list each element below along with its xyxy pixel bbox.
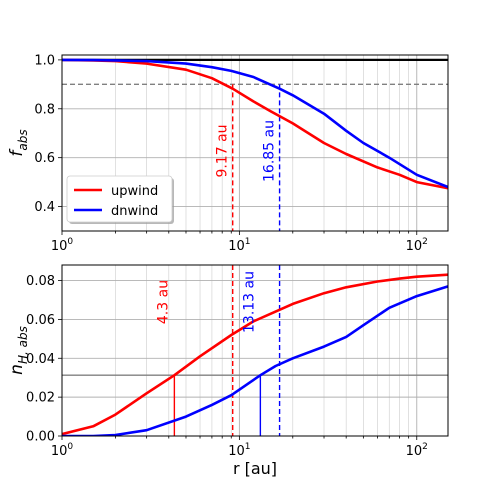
- x-tick-label: 101: [228, 442, 250, 459]
- y-tick-label: 0.4: [34, 200, 55, 215]
- series-line-dnwind: [62, 285, 448, 436]
- x-tick-label: 102: [406, 442, 428, 459]
- x-tick-label: 100: [51, 442, 74, 459]
- series-line-upwind: [62, 273, 448, 436]
- y-tick-label: 1.0: [34, 53, 55, 68]
- y-tick-label: 0.00: [26, 430, 55, 445]
- axes-frame: [61, 264, 449, 437]
- series-line-upwind: [62, 58, 448, 190]
- legend-label-dnwind: dnwind: [111, 204, 158, 219]
- y-tick-label: 0.02: [26, 391, 55, 406]
- x-tick-label: 101: [228, 237, 250, 254]
- legend: upwind dnwind: [66, 175, 174, 224]
- reference-label: 4.3 au: [155, 280, 171, 324]
- y-tick-label: 0.06: [26, 313, 55, 328]
- x-axis-label: r [au]: [233, 459, 277, 478]
- legend-label-upwind: upwind: [111, 184, 158, 199]
- x-tick-label: 100: [51, 237, 74, 254]
- y-tick-label: 0.04: [26, 352, 55, 367]
- series-line-dnwind: [62, 58, 448, 189]
- reference-label: 16.85 au: [262, 120, 278, 182]
- y-tick-label: 0.8: [34, 102, 55, 117]
- x-tick-label: 102: [406, 237, 428, 254]
- y-tick-label: 0.08: [26, 274, 55, 289]
- reference-label: 13.13 au: [241, 271, 257, 333]
- panel-fabs: 0.4 0.6 0.8 1.0 100 101 102 9.17 au 16.85 au fabs…: [7, 53, 449, 254]
- reference-label: 9.17 au: [215, 124, 231, 177]
- y-axis-label: fabs: [7, 129, 30, 156]
- y-tick-label: 0.6: [34, 151, 55, 166]
- panel-nh-abs: 0.00 0.02 0.04 0.06 0.08 100 101 102 4.3 au 13.13…: [7, 264, 449, 478]
- y-axis-label: nH, abs: [7, 326, 30, 375]
- axes-frame: [61, 54, 449, 232]
